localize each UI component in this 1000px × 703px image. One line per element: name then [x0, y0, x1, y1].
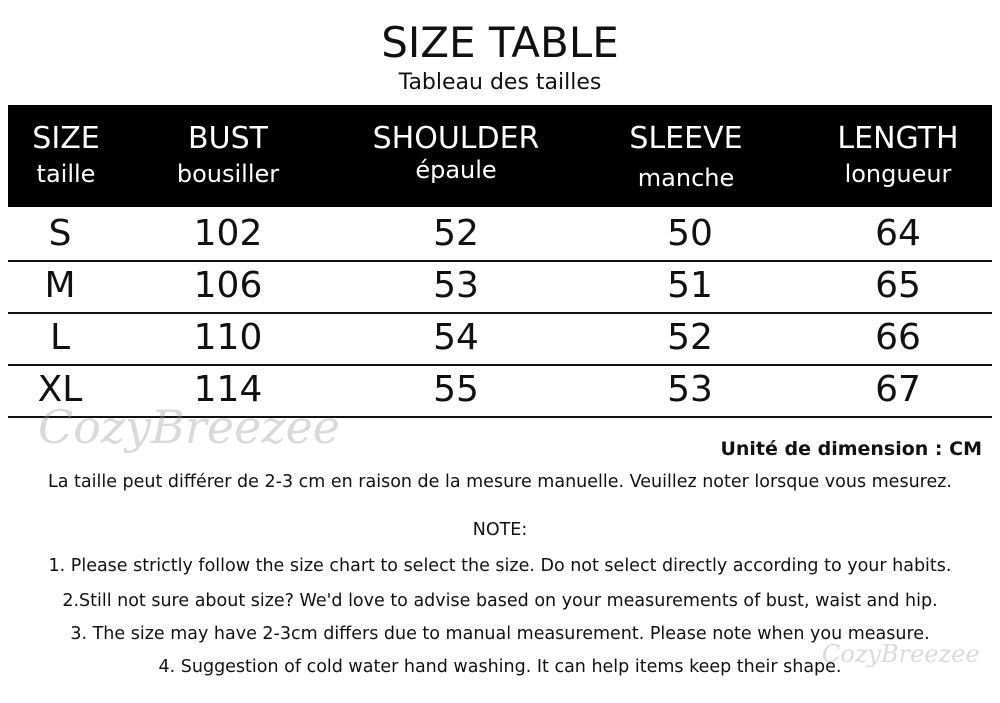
header-bust: BUST bousiller — [176, 121, 280, 188]
watermark-logo: CozyBreezee — [38, 400, 341, 454]
cell-sleeve: 51 — [667, 265, 713, 306]
table-row: XL 114 55 53 67 — [8, 364, 992, 418]
cell-shoulder: 52 — [433, 213, 479, 254]
page-subtitle: Tableau des tailles — [398, 70, 602, 95]
cell-size: XL — [37, 369, 83, 410]
cell-size: L — [49, 317, 71, 358]
cell-bust: 102 — [193, 213, 263, 254]
table-header: SIZE taille BUST bousiller SHOULDER épaule … — [8, 105, 992, 207]
header-length: LENGTH longueur — [837, 121, 959, 188]
table-row: S 102 52 50 64 — [8, 208, 992, 262]
note-item: 3. The size may have 2-3cm differs due t… — [70, 624, 930, 644]
note-item: 4. Suggestion of cold water hand washing… — [158, 657, 842, 677]
note-item: 1. Please strictly follow the size chart… — [48, 556, 952, 576]
disclaimer: La taille peut différer de 2-3 cm en rai… — [48, 472, 952, 492]
cell-shoulder: 54 — [433, 317, 479, 358]
page-title: SIZE TABLE — [381, 18, 619, 67]
unit-label: Unité de dimension : CM — [720, 438, 982, 460]
cell-size: M — [44, 265, 76, 306]
watermark-logo: CozyBreezee — [822, 640, 980, 668]
cell-shoulder: 53 — [433, 265, 479, 306]
cell-bust: 110 — [193, 317, 263, 358]
table-row: M 106 53 51 65 — [8, 260, 992, 314]
cell-length: 64 — [875, 213, 921, 254]
cell-size: S — [48, 213, 72, 254]
cell-bust: 106 — [193, 265, 263, 306]
table-row: L 110 54 52 66 — [8, 312, 992, 366]
cell-shoulder: 55 — [433, 369, 479, 410]
note-item: 2.Still not sure about size? We'd love t… — [62, 591, 938, 611]
cell-length: 65 — [875, 265, 921, 306]
header-size: SIZE taille — [32, 121, 100, 188]
cell-sleeve: 53 — [667, 369, 713, 410]
cell-sleeve: 50 — [667, 213, 713, 254]
header-shoulder: SHOULDER épaule — [372, 121, 540, 184]
cell-length: 66 — [875, 317, 921, 358]
cell-sleeve: 52 — [667, 317, 713, 358]
cell-length: 67 — [875, 369, 921, 410]
header-sleeve: SLEEVE manche — [629, 121, 743, 192]
note-title: NOTE: — [472, 520, 528, 540]
cell-bust: 114 — [193, 369, 263, 410]
